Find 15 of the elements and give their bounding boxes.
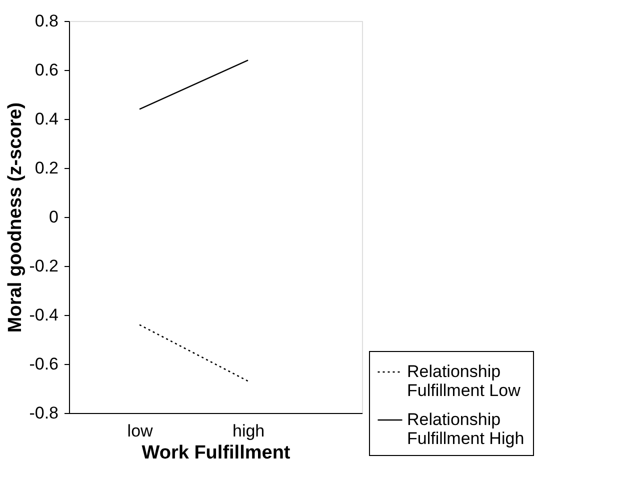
y-tick-label: 0.2 xyxy=(34,158,58,178)
y-tick-label: 0.4 xyxy=(34,110,58,128)
y-tick-label: 0.6 xyxy=(34,60,58,80)
y-tick-label: -0.4 xyxy=(29,306,58,324)
x-axis-title: Work Fulfillment xyxy=(142,442,291,464)
x-tick-label: low xyxy=(127,422,154,440)
x-tick-label: high xyxy=(232,422,265,440)
y-axis-title: Moral goodness (z-score) xyxy=(5,102,26,333)
y-tick-label: -0.6 xyxy=(29,354,58,374)
y-tick-label: 0 xyxy=(49,208,58,226)
y-tick-label: -0.8 xyxy=(29,404,58,422)
y-tick-label: -0.2 xyxy=(29,256,58,276)
legend-label: Relationship Fulfillment High xyxy=(407,410,524,448)
y-tick-label: 0.8 xyxy=(34,12,58,30)
legend-label: Relationship Fulfillment Low xyxy=(407,362,522,400)
